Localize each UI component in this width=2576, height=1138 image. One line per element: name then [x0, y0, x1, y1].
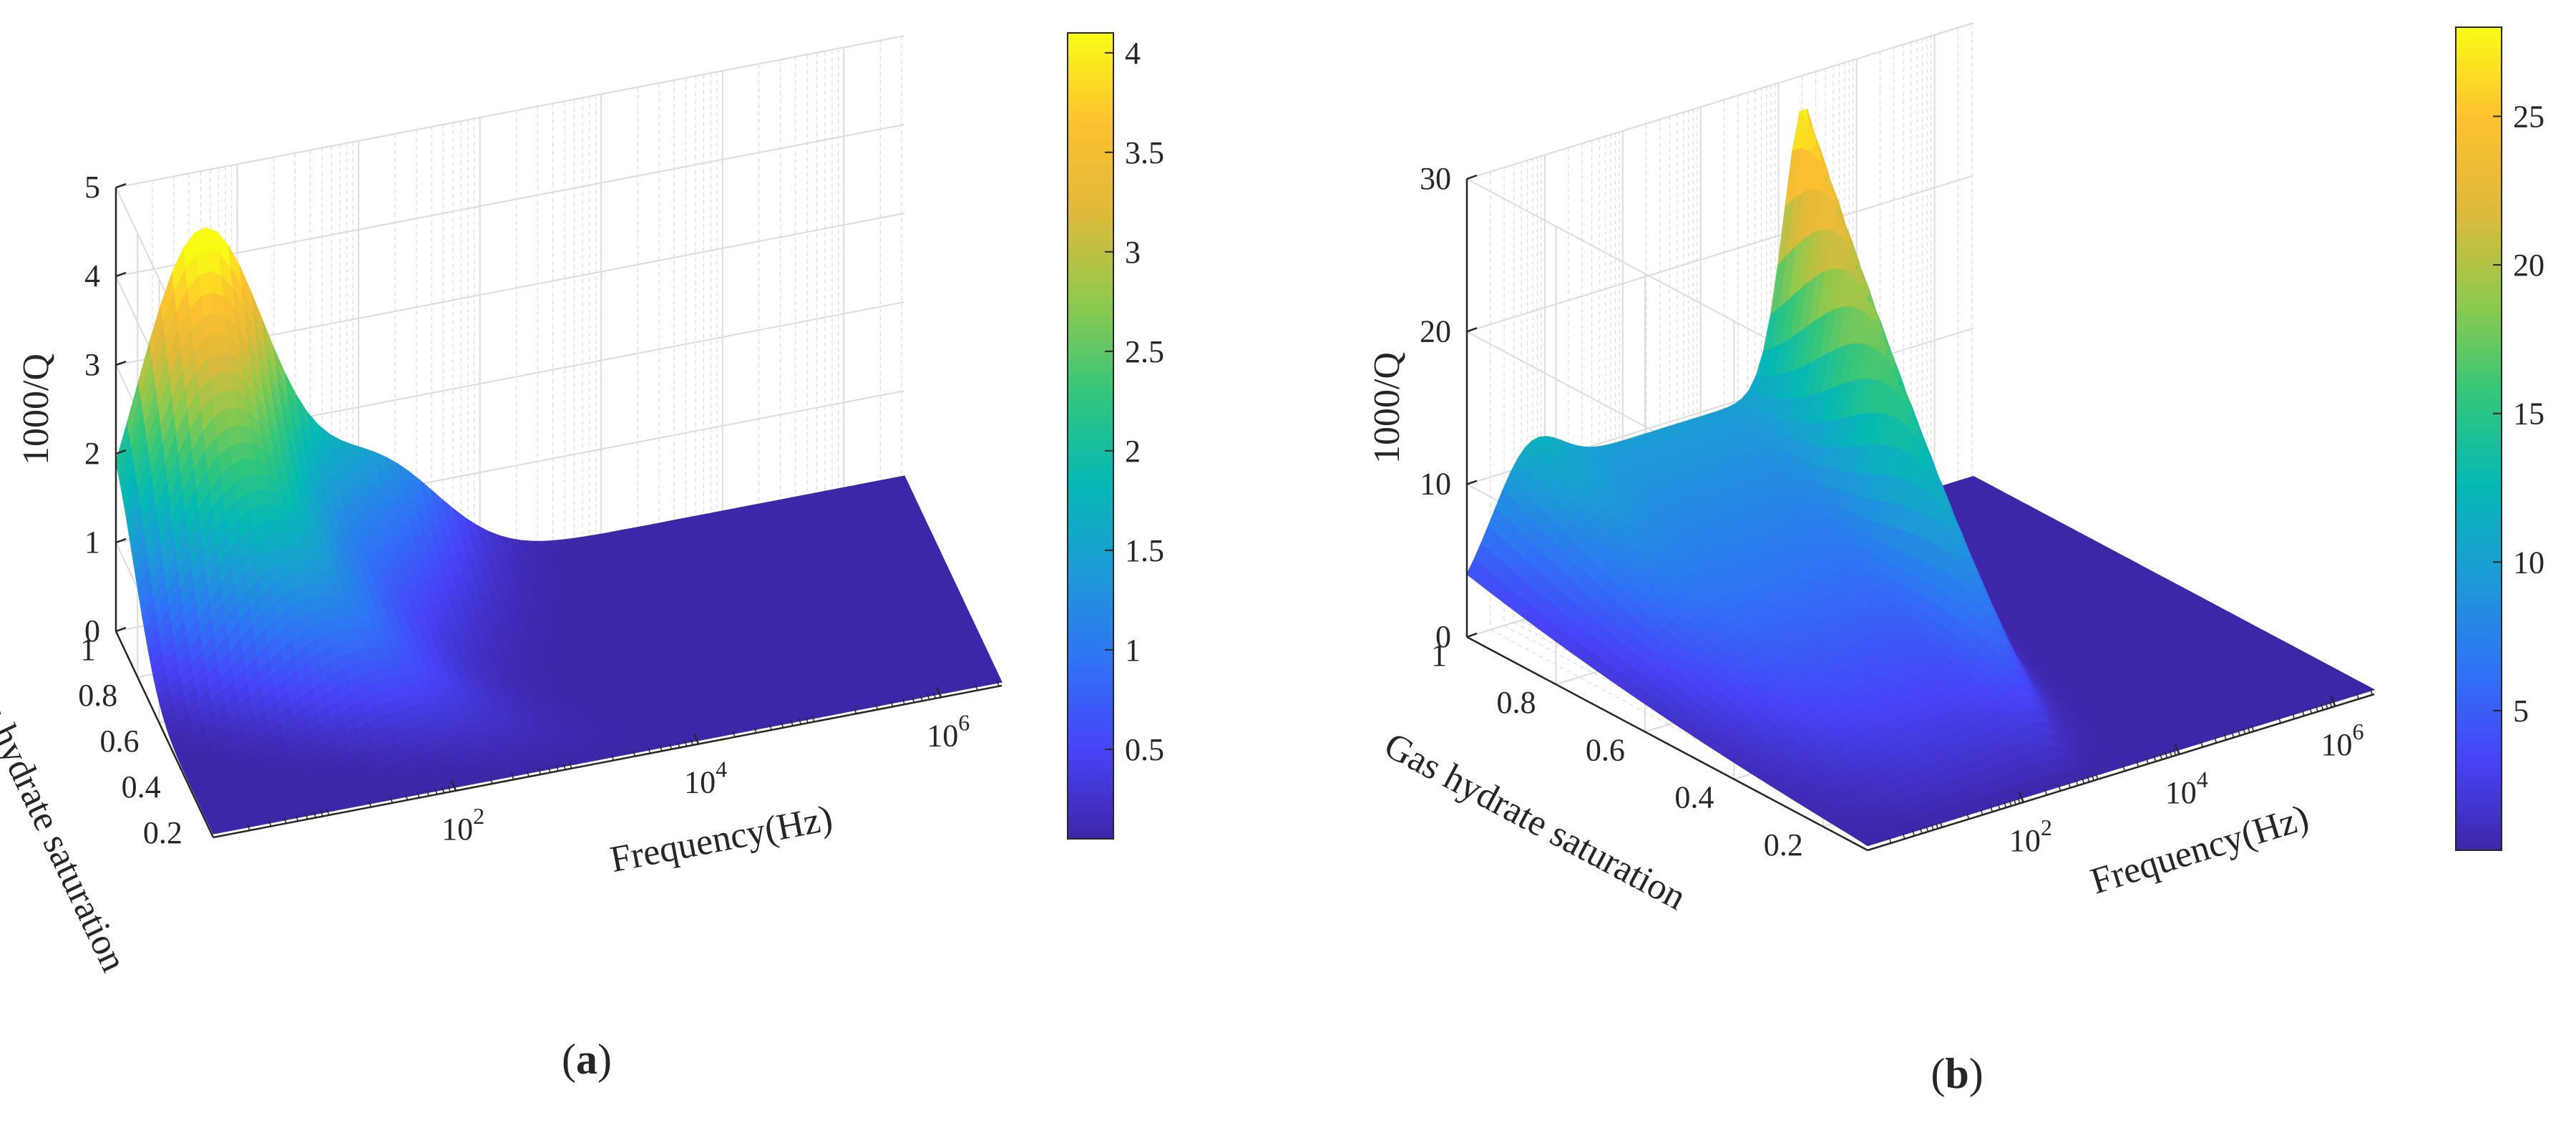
- z-tick-label: 2: [84, 436, 100, 471]
- y-tick-label: 0.8: [78, 678, 117, 713]
- y-tick-label: 0.4: [122, 769, 161, 804]
- grid-line: [1465, 22, 1974, 393]
- colorbar-tick-label: 3: [1125, 235, 1141, 270]
- colorbar-tick-label: 1.5: [1125, 533, 1164, 568]
- colorbar-tick-label: 4: [1125, 36, 1141, 71]
- surface: [115, 227, 1002, 835]
- colorbar-tick-label: 2.5: [1125, 334, 1164, 369]
- colorbar-tick-label: 3.5: [1125, 135, 1164, 170]
- colorbar-tick-label: 1: [1125, 633, 1141, 668]
- z-tick-label: 4: [84, 258, 100, 293]
- y-tick-label: 1: [80, 632, 96, 667]
- y-tick-label: 0.2: [143, 815, 182, 850]
- z-tick-label: 1: [84, 525, 100, 560]
- x-tick-label: 102: [441, 803, 484, 847]
- colorbar-tick-label: 2: [1125, 434, 1141, 469]
- z-tick-label: 5: [84, 170, 100, 205]
- y-tick-label: 0.6: [99, 724, 139, 759]
- x-tick-label: 106: [927, 709, 970, 753]
- x-tick-label: 104: [684, 757, 727, 800]
- x-axis-label: Frequency(Hz): [607, 798, 836, 880]
- z-tick-label: 3: [84, 347, 100, 382]
- colorbar-tick-label: 0.5: [1125, 732, 1164, 767]
- colorbar: 0.5 1 1.5 2 2.5 3 3.5 4: [1067, 32, 1164, 840]
- colorbar-gradient: [1067, 32, 1114, 840]
- z-axis-label: 1000/Q: [16, 354, 57, 465]
